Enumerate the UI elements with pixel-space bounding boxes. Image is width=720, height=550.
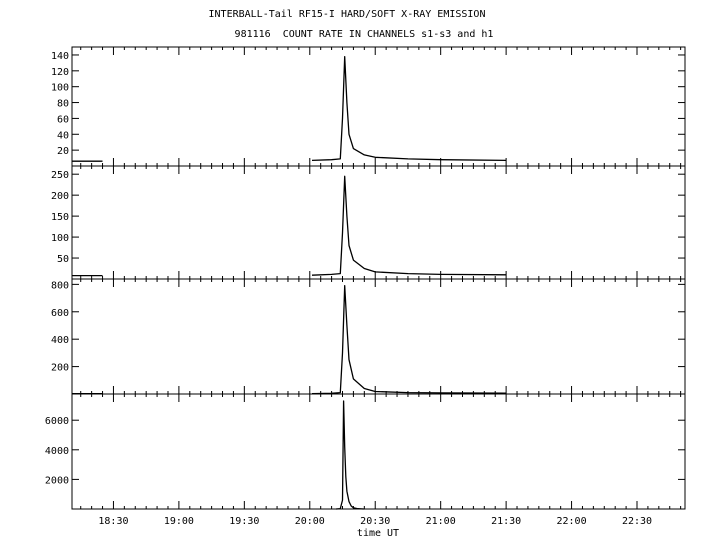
x-tick-label: 21:00 (426, 516, 456, 527)
y-tick-label: 800 (51, 280, 69, 291)
y-tick-label: 80 (57, 99, 69, 110)
chart-subtitle: 981116 COUNT RATE IN CHANNELS s1-s3 and … (234, 29, 494, 40)
panel-4-series (335, 400, 365, 510)
y-tick-label: 600 (51, 308, 69, 319)
y-tick-label: 40 (57, 130, 69, 141)
x-tick-label: 20:30 (360, 516, 390, 527)
x-tick-label: 22:00 (557, 516, 587, 527)
x-tick-label: 21:30 (491, 516, 521, 527)
y-tick-label: 6000 (45, 416, 69, 427)
panel-3-series (72, 286, 685, 394)
y-tick-label: 100 (51, 233, 69, 244)
panel-4-frame (71, 393, 686, 510)
x-tick-label: 19:00 (164, 516, 194, 527)
x-tick-label: 18:30 (98, 516, 128, 527)
panel-2-series (72, 176, 685, 275)
y-tick-label: 4000 (45, 446, 69, 457)
y-tick-label: 100 (51, 83, 69, 94)
x-tick-label: 19:30 (229, 516, 259, 527)
y-tick-label: 50 (57, 254, 69, 265)
y-tick-label: 120 (51, 67, 69, 78)
panel-1-series (72, 57, 685, 162)
y-tick-label: 140 (51, 51, 69, 62)
chart-title: INTERBALL-Tail RF15-I HARD/SOFT X-RAY EM… (208, 9, 486, 20)
y-tick-label: 200 (51, 363, 69, 374)
panel-3-frame (71, 278, 686, 395)
y-tick-label: 2000 (45, 475, 69, 486)
panel-1-frame (71, 46, 686, 167)
y-tick-label: 200 (51, 191, 69, 202)
y-tick-label: 20 (57, 146, 69, 157)
panel-2-frame (71, 165, 686, 280)
y-tick-label: 250 (51, 170, 69, 181)
y-tick-label: 150 (51, 212, 69, 223)
x-tick-label: 20:00 (295, 516, 325, 527)
y-tick-label: 400 (51, 335, 69, 346)
x-axis-label: time UT (357, 528, 399, 539)
y-tick-label: 60 (57, 114, 69, 125)
x-tick-label: 22:30 (622, 516, 652, 527)
